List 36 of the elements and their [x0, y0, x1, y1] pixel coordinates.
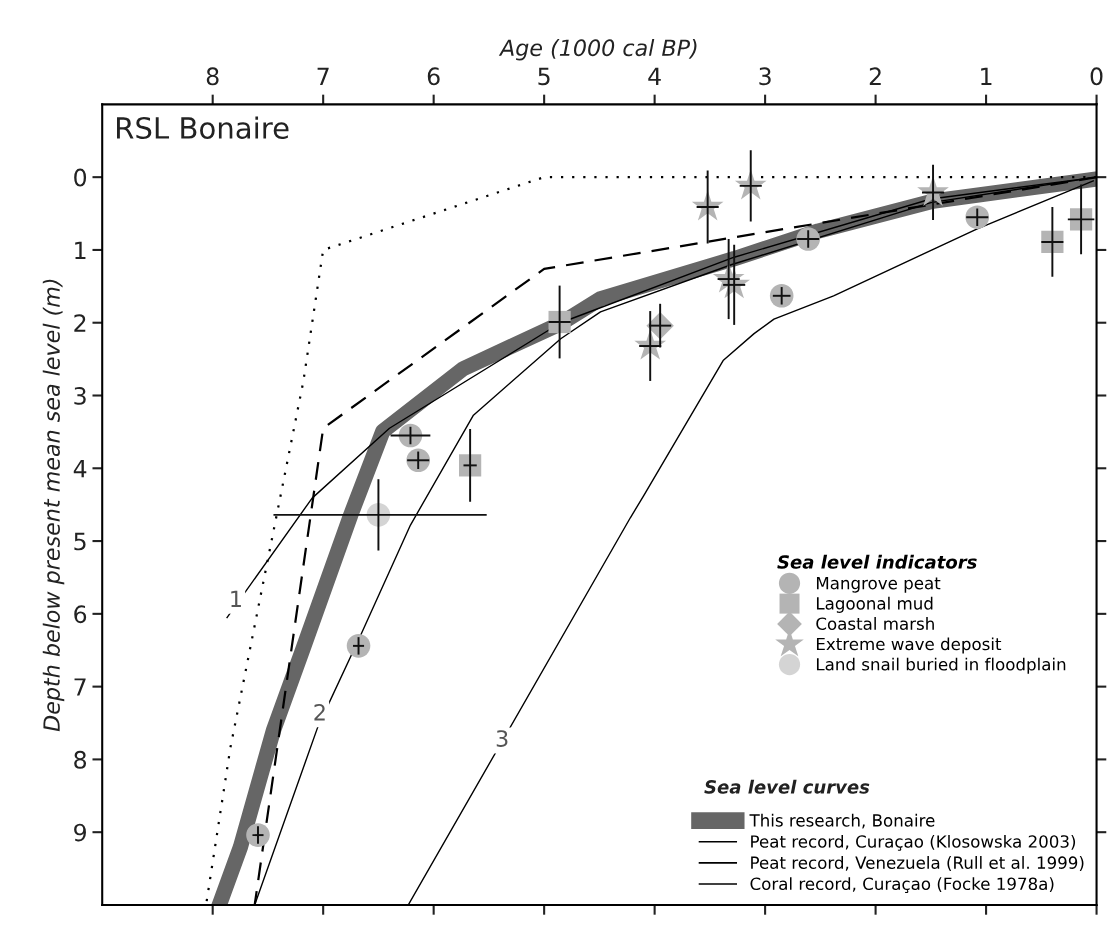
- y-tick-label: 9: [74, 823, 86, 842]
- x-axis-title: Age (1000 cal BP): [498, 38, 697, 61]
- legend-title: Sea level indicators: [777, 554, 977, 569]
- y-tick-label: 1: [75, 241, 86, 259]
- annotation: 3: [496, 730, 508, 747]
- y-tick-label: 0: [74, 168, 87, 187]
- y-tick-label: 2: [74, 314, 86, 332]
- legend-label: This research, Bonaire: [749, 813, 935, 829]
- chart-title: RSL Bonaire: [117, 116, 289, 139]
- annotation: 2: [314, 703, 325, 721]
- x-tick-label: 8: [206, 67, 219, 86]
- y-tick-label: 3: [74, 386, 86, 405]
- x-tick-label: 4: [648, 67, 661, 85]
- x-tick-label: 3: [759, 67, 771, 86]
- y-tick-label: 7: [74, 678, 86, 696]
- x-tick-label: 1: [981, 67, 992, 85]
- legend-label: Land snail buried in floodplain: [816, 657, 1066, 674]
- legend-label: Extreme wave deposit: [816, 637, 1002, 654]
- legend-label: Mangrove peat: [816, 577, 941, 593]
- y-tick-label: 5: [74, 532, 86, 551]
- y-tick-label: 6: [74, 605, 87, 624]
- annotation: 1: [231, 590, 241, 607]
- annotation: Sea level curves: [704, 779, 870, 794]
- x-tick-label: 6: [427, 67, 440, 86]
- x-tick-label: 5: [538, 67, 550, 86]
- y-axis-title: Depth below present mean sea level (m): [42, 279, 65, 732]
- x-tick-label: 0: [1090, 67, 1103, 86]
- x-tick-label: 7: [317, 67, 329, 85]
- legend-label: Coastal marsh: [816, 617, 934, 630]
- y-tick-label: 8: [74, 750, 87, 769]
- legend-label: Coral record, Curaçao (Focke 1978a): [750, 877, 1054, 894]
- y-tick-label: 4: [73, 460, 87, 478]
- legend-label: Peat record, Venezuela (Rull et al. 1999): [751, 856, 1084, 871]
- legend-label: Peat record, Curaçao (Klosowska 2003): [751, 834, 1076, 851]
- x-tick-label: 2: [869, 67, 881, 85]
- legend-label: Lagoonal mud: [816, 596, 933, 613]
